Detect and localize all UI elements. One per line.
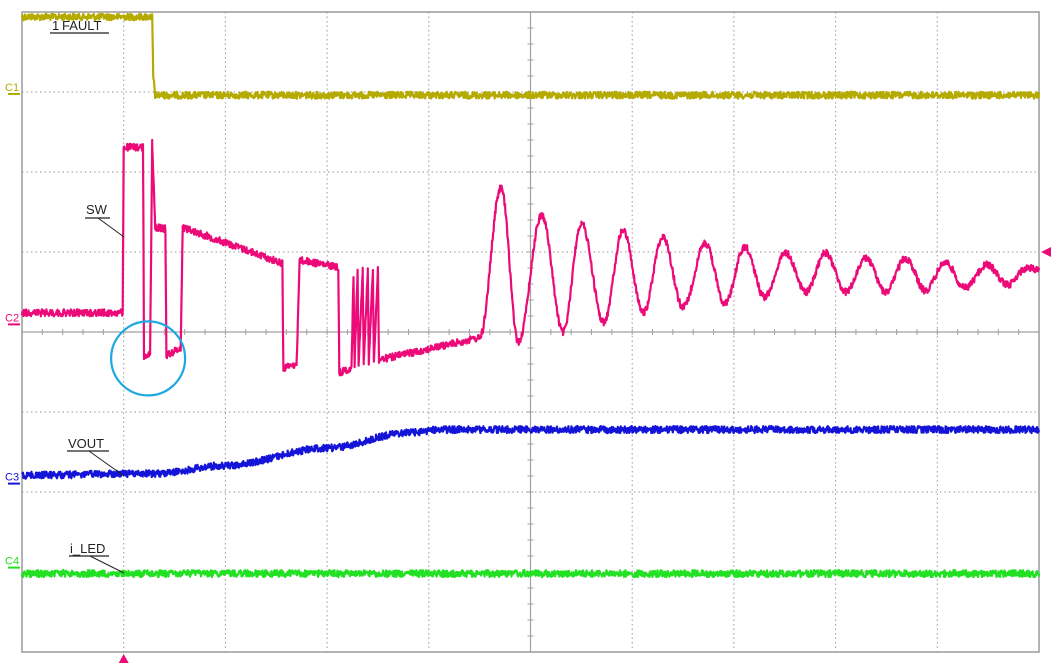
- channel-markers: C1 C2 C3 C4: [5, 82, 1051, 569]
- channel-label-c1: C1: [5, 82, 19, 94]
- graticule-border: [21, 11, 1040, 653]
- fault-prefix: 1: [52, 18, 59, 33]
- sw-label: SW: [86, 202, 108, 217]
- label-sw: SW: [85, 202, 125, 238]
- label-vout: VOUT: [67, 436, 125, 477]
- annotation-circle: [110, 320, 187, 397]
- trace-fault: [20, 12, 1041, 100]
- channel-label-c4: C4: [5, 556, 19, 568]
- grid: [21, 11, 1040, 653]
- trace-i-led: [20, 568, 1041, 579]
- fault-label: FAULT: [62, 18, 102, 33]
- trigger-marker[interactable]: [118, 654, 129, 663]
- trace-sw: [478, 184, 1041, 346]
- label-i-led: i_LED: [69, 541, 125, 574]
- label-fault: 1 FAULT: [50, 18, 109, 34]
- vout-label: VOUT: [68, 436, 104, 451]
- traces: [20, 12, 1041, 579]
- trigger-level-marker: [1041, 247, 1051, 257]
- trace-vout: [21, 425, 1041, 480]
- channel-label-c2: C2: [5, 312, 19, 324]
- i-led-label: i_LED: [70, 541, 105, 556]
- trace-sw: [20, 138, 481, 377]
- channel-label-c3: C3: [5, 472, 19, 484]
